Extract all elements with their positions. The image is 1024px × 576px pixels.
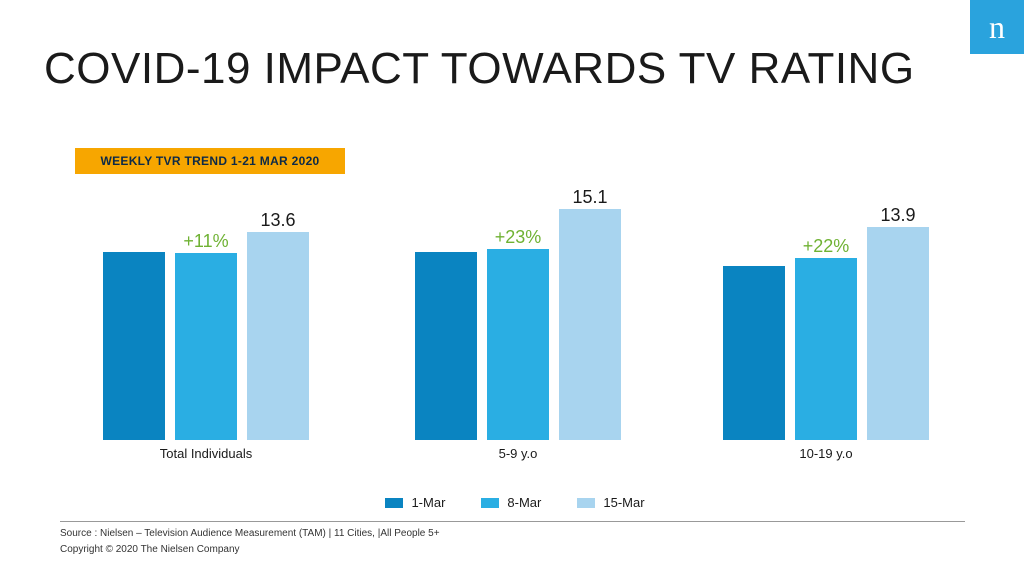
- x-axis-label: 10-19 y.o: [723, 446, 929, 461]
- legend-swatch: [385, 498, 403, 508]
- bar: [103, 252, 165, 440]
- page-title: COVID-19 IMPACT TOWARDS TV RATING: [44, 44, 915, 94]
- legend-swatch: [577, 498, 595, 508]
- bar-pct-label: +22%: [795, 236, 857, 257]
- legend-swatch: [481, 498, 499, 508]
- bar: 13.6: [247, 232, 309, 440]
- chart-area: +11%13.6+23%15.1+22%13.9 Total Individua…: [75, 180, 955, 490]
- chart-legend: 1-Mar 8-Mar 15-Mar: [75, 495, 955, 510]
- subtitle-badge: WEEKLY TVR TREND 1-21 MAR 2020: [75, 148, 345, 174]
- bar-value-label: 15.1: [559, 187, 621, 208]
- bar-value-label: 13.6: [247, 210, 309, 231]
- legend-label: 15-Mar: [603, 495, 644, 510]
- chart-plot: +11%13.6+23%15.1+22%13.9: [75, 180, 955, 440]
- footer: Source : Nielsen – Television Audience M…: [60, 521, 965, 558]
- x-axis-label: 5-9 y.o: [415, 446, 621, 461]
- bar: +23%: [487, 249, 549, 440]
- chart-xaxis: Total Individuals 5-9 y.o 10-19 y.o: [75, 440, 955, 470]
- bar: +11%: [175, 253, 237, 440]
- logo-box: n: [970, 0, 1024, 54]
- legend-item: 1-Mar: [385, 495, 445, 510]
- bar-group: +23%15.1: [415, 209, 621, 440]
- bar: [723, 266, 785, 440]
- bar: 13.9: [867, 227, 929, 440]
- bar: +22%: [795, 258, 857, 440]
- bar-pct-label: +11%: [175, 231, 237, 252]
- bar-value-label: 13.9: [867, 205, 929, 226]
- bar-pct-label: +23%: [487, 227, 549, 248]
- x-axis-label: Total Individuals: [103, 446, 309, 461]
- footer-rule: [60, 521, 965, 522]
- bar: 15.1: [559, 209, 621, 440]
- legend-item: 8-Mar: [481, 495, 541, 510]
- bar: [415, 252, 477, 440]
- footer-copyright: Copyright © 2020 The Nielsen Company: [60, 542, 965, 558]
- legend-item: 15-Mar: [577, 495, 644, 510]
- bar-group: +22%13.9: [723, 227, 929, 440]
- footer-source: Source : Nielsen – Television Audience M…: [60, 526, 965, 542]
- legend-label: 1-Mar: [411, 495, 445, 510]
- legend-label: 8-Mar: [507, 495, 541, 510]
- logo-glyph: n: [989, 9, 1005, 46]
- bar-group: +11%13.6: [103, 232, 309, 440]
- subtitle-text: WEEKLY TVR TREND 1-21 MAR 2020: [100, 154, 319, 168]
